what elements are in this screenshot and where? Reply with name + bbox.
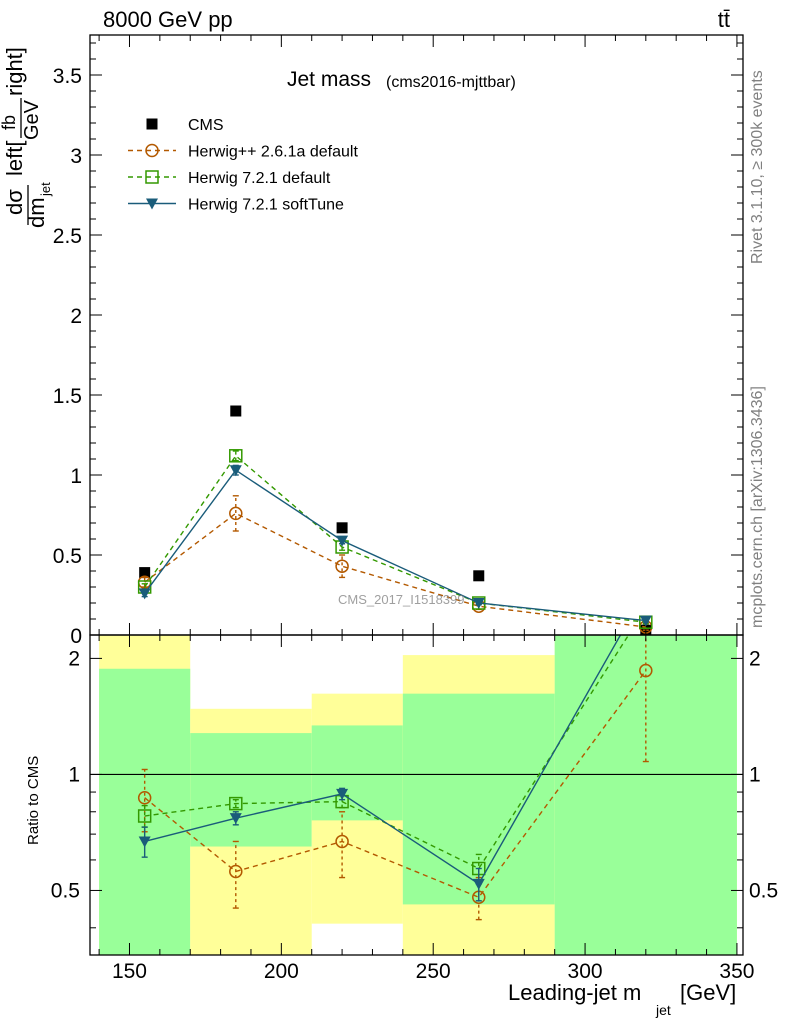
x-tick-label: 150 [112,960,147,983]
energy-label: 8000 GeV pp [103,7,233,32]
main-cms-point [336,522,348,534]
legend-cms-label: CMS [188,117,224,134]
main-cms-point [139,567,151,579]
x-tick-label: 300 [568,960,603,983]
main-herwig-7-2-1-softtune-series [138,464,652,627]
main-y-tick-label: 1.5 [53,385,82,408]
ratio-band-green [190,733,312,847]
x-tick-label: 350 [719,960,754,983]
legend-herwig-7-2-1-default: Herwig 7.2.1 default [128,170,331,187]
ratio-herwig-7-2-1-default-point [229,796,243,811]
ratio-herwig-7-2-1-softtune-point [229,813,242,825]
ratio-herwig-7-2-1-softtune-point [472,878,485,890]
main-cms-point [473,570,485,582]
main-cms-point [230,405,242,417]
svg-text:right]: right] [2,47,27,96]
main-y-tick-label: 1 [70,465,82,488]
mcplots-label: mcplots.cern.ch [arXiv:1306.3436] [749,386,766,628]
main-plot-area [137,405,653,635]
ratio-herwig-2-6-1a-default-point [137,790,152,805]
chart-subtitle: (cms2016-mjttbar) [386,74,516,91]
ratio-uncertainty-bands [90,635,743,955]
ratio-y-tick-label: 0.5 [749,879,778,902]
ratio-y-tick-label: 2 [68,647,80,670]
ratio-herwig-7-2-1-softtune-point [640,586,652,597]
ratio-y-tick-label: 1 [749,763,761,786]
main-y-tick-label: 3 [70,145,82,168]
main-herwig-7-2-1-softtune-point [229,465,242,477]
main-herwig-7-2-1-softtune-point [138,588,151,600]
main-herwig-2-6-1a-default-point [335,559,349,573]
x-tick-label: 200 [264,960,299,983]
legend-herwig-7-2-1-softtune-marker [146,198,158,210]
analysis-watermark: CMS_2017_I1518399 [338,592,465,607]
legend-herwig-7-2-1-softtune: Herwig 7.2.1 softTune [128,197,344,214]
svg-text:dm: dm [24,197,49,228]
ratio-herwig-2-6-1a-default-point [229,864,243,879]
x-tick-label: 250 [416,960,451,983]
ratio-herwig-2-6-1a-default-series [137,635,653,921]
ratio-y-tick-label: 1 [68,763,80,786]
svg-text:fb: fb [0,115,19,130]
svg-text:jet: jet [655,1002,671,1018]
main-y-tick-label: 0.5 [53,545,82,568]
legend-herwig-7-2-1-default-label: Herwig 7.2.1 default [188,170,331,187]
main-y-tick-label: 2.5 [53,225,82,248]
main-herwig-7-2-1-default-point [229,449,243,463]
ratio-herwig-7-2-1-softtune-series [138,586,652,902]
legend-herwig-7-2-1-softtune-label: Herwig 7.2.1 softTune [188,197,344,214]
ratio-frame [89,634,744,956]
rivet-label: Rivet 3.1.10, ≥ 300k events [749,70,766,264]
main-y-tick-label: 2 [70,305,82,328]
svg-text:GeV: GeV [21,99,43,140]
legend-herwig-2-6-1a-default-marker [145,143,159,158]
ratio-plot-area [137,586,653,921]
main-herwig-7-2-1-softtune-point [336,535,349,547]
ratio-herwig-7-2-1-default-point [640,602,652,614]
svg-text:jet: jet [38,182,53,197]
ratio-band-green [311,725,403,821]
legend-herwig-2-6-1a-default: Herwig++ 2.6.1a default [128,144,358,161]
ratio-y-tick-label: 2 [749,647,761,670]
x-axis-label: Leading-jet m jet [GeV] [508,980,736,1018]
svg-text:dσ: dσ [2,189,27,215]
main-herwig-7-2-1-softtune-point [639,615,652,627]
legend-cms: CMS [146,117,224,134]
main-herwig-2-6-1a-default-line [144,512,646,628]
svg-text:Leading-jet m: Leading-jet m [508,980,641,1005]
ratio-herwig-7-2-1-softtune-point [138,836,151,848]
main-y-tick-label: 0 [70,625,82,648]
main-y-axis-label: dσ dm jet left[ fb GeV right] [0,47,53,228]
ratio-herwig-7-2-1-softtune-point [336,788,349,800]
legend-herwig-2-6-1a-default-label: Herwig++ 2.6.1a default [188,144,358,161]
chart-title: Jet mass [287,68,371,91]
ratio-y-axis-label: Ratio to CMS [25,756,42,845]
main-herwig-2-6-1a-default-point [229,506,243,521]
ratio-herwig-2-6-1a-default-point [335,834,349,849]
process-label: tt̄ [718,7,730,32]
main-y-tick-label: 3.5 [53,65,82,88]
main-herwig-7-2-1-default-line [144,454,646,623]
svg-text:left[: left[ [2,141,27,176]
legend-herwig-7-2-1-default-marker [145,170,159,184]
ratio-herwig-2-6-1a-default-point [639,663,653,678]
legend: CMS Herwig++ 2.6.1a default Herwig 7.2.1 d… [128,117,358,214]
svg-text:[GeV]: [GeV] [680,980,736,1005]
main-herwig-7-2-1-softtune-point [472,598,485,609]
ratio-herwig-7-2-1-default-point [137,809,152,823]
ratio-y-tick-label: 0.5 [51,879,80,902]
axes: 0 0.5 1 1.5 2 2.5 3 3.5 150 200 250 300 350 0.5 0.5 1 1 2… [51,34,778,983]
legend-cms-marker [146,118,158,130]
